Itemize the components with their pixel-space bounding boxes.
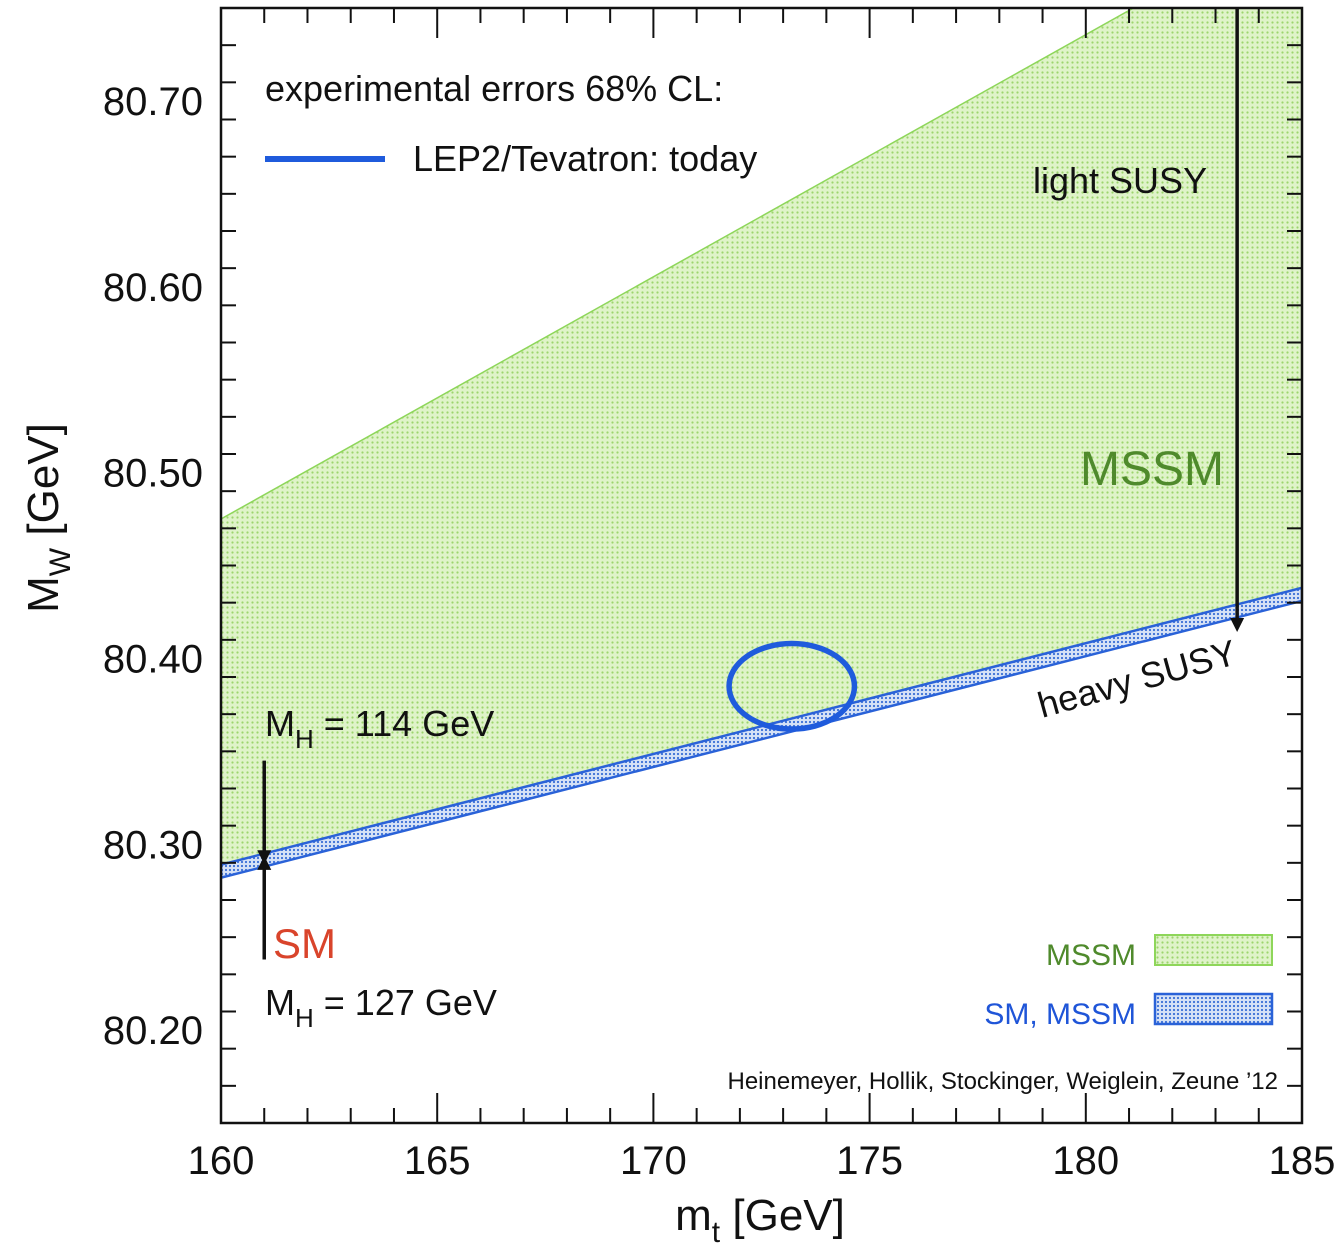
y-tick-label: 80.60 bbox=[103, 266, 203, 310]
y-axis-title: MW [GeV] bbox=[19, 423, 77, 613]
x-tick-label: 160 bbox=[188, 1139, 255, 1183]
legend-ellipse-label: LEP2/Tevatron: today bbox=[413, 138, 757, 179]
y-tick-label: 80.30 bbox=[103, 823, 203, 867]
legend-title: experimental errors 68% CL: bbox=[265, 68, 723, 109]
legend-mssm-swatch bbox=[1154, 934, 1273, 966]
arrows bbox=[257, 8, 1245, 960]
y-tick-label: 80.50 bbox=[103, 452, 203, 496]
y-tick-label: 80.20 bbox=[103, 1009, 203, 1053]
lep2-tevatron-ellipse bbox=[726, 640, 858, 732]
x-axis-title: mt [GeV] bbox=[675, 1191, 845, 1246]
y-tick-label: 80.70 bbox=[103, 80, 203, 124]
axis-tick-labels: 160 165 170 175 180 185 80.20 80.30 80.40 80.50 80… bbox=[103, 80, 1335, 1183]
x-tick-label: 185 bbox=[1269, 1139, 1336, 1183]
sm-mssm-band bbox=[221, 586, 1302, 879]
x-tick-label: 165 bbox=[404, 1139, 471, 1183]
mssm-band bbox=[221, 8, 1302, 866]
mssm-region-label: MSSM bbox=[1080, 443, 1224, 496]
plot-area bbox=[221, 8, 1302, 879]
x-tick-label: 180 bbox=[1052, 1139, 1119, 1183]
legend-sm-mssm-label: SM, MSSM bbox=[984, 998, 1136, 1031]
x-tick-label: 175 bbox=[836, 1139, 903, 1183]
axis-ticks bbox=[220, 7, 1303, 1124]
legend-mssm-label: MSSM bbox=[1046, 939, 1136, 972]
legend-sm-mssm-swatch bbox=[1153, 992, 1274, 1026]
mh-114-label: MH = 114 GeV bbox=[265, 703, 494, 754]
light-susy-label: light SUSY bbox=[1033, 160, 1207, 201]
y-tick-label: 80.40 bbox=[103, 637, 203, 681]
mh-127-label: MH = 127 GeV bbox=[265, 982, 497, 1033]
x-tick-label: 170 bbox=[620, 1139, 687, 1183]
sm-label: SM bbox=[273, 920, 336, 967]
credit-text: Heinemeyer, Hollik, Stockinger, Weiglein… bbox=[728, 1068, 1279, 1095]
